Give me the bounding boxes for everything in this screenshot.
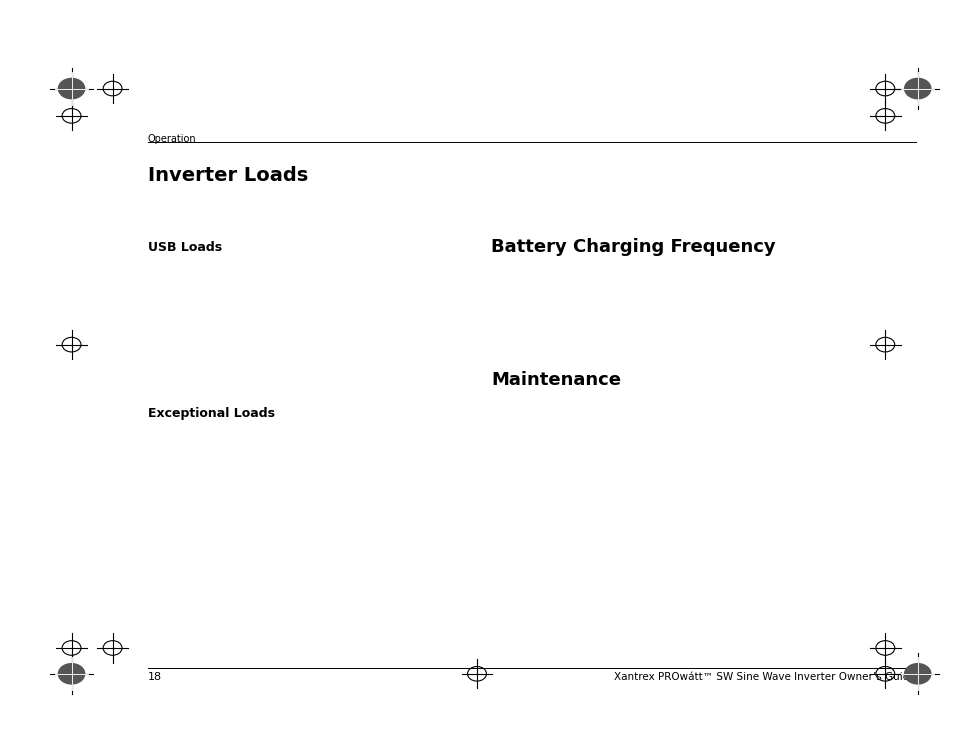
Text: Inverter Loads: Inverter Loads: [148, 166, 308, 185]
Text: 18: 18: [148, 672, 162, 683]
Circle shape: [58, 78, 85, 99]
Text: Maintenance: Maintenance: [491, 371, 620, 389]
Circle shape: [58, 663, 85, 684]
Circle shape: [903, 663, 930, 684]
Text: Xantrex PROwátt™ SW Sine Wave Inverter Owner’s Guide: Xantrex PROwátt™ SW Sine Wave Inverter O…: [614, 672, 915, 683]
Text: Exceptional Loads: Exceptional Loads: [148, 407, 274, 420]
Text: Battery Charging Frequency: Battery Charging Frequency: [491, 238, 775, 256]
Text: USB Loads: USB Loads: [148, 241, 222, 254]
Circle shape: [903, 78, 930, 99]
Text: Operation: Operation: [148, 134, 196, 144]
